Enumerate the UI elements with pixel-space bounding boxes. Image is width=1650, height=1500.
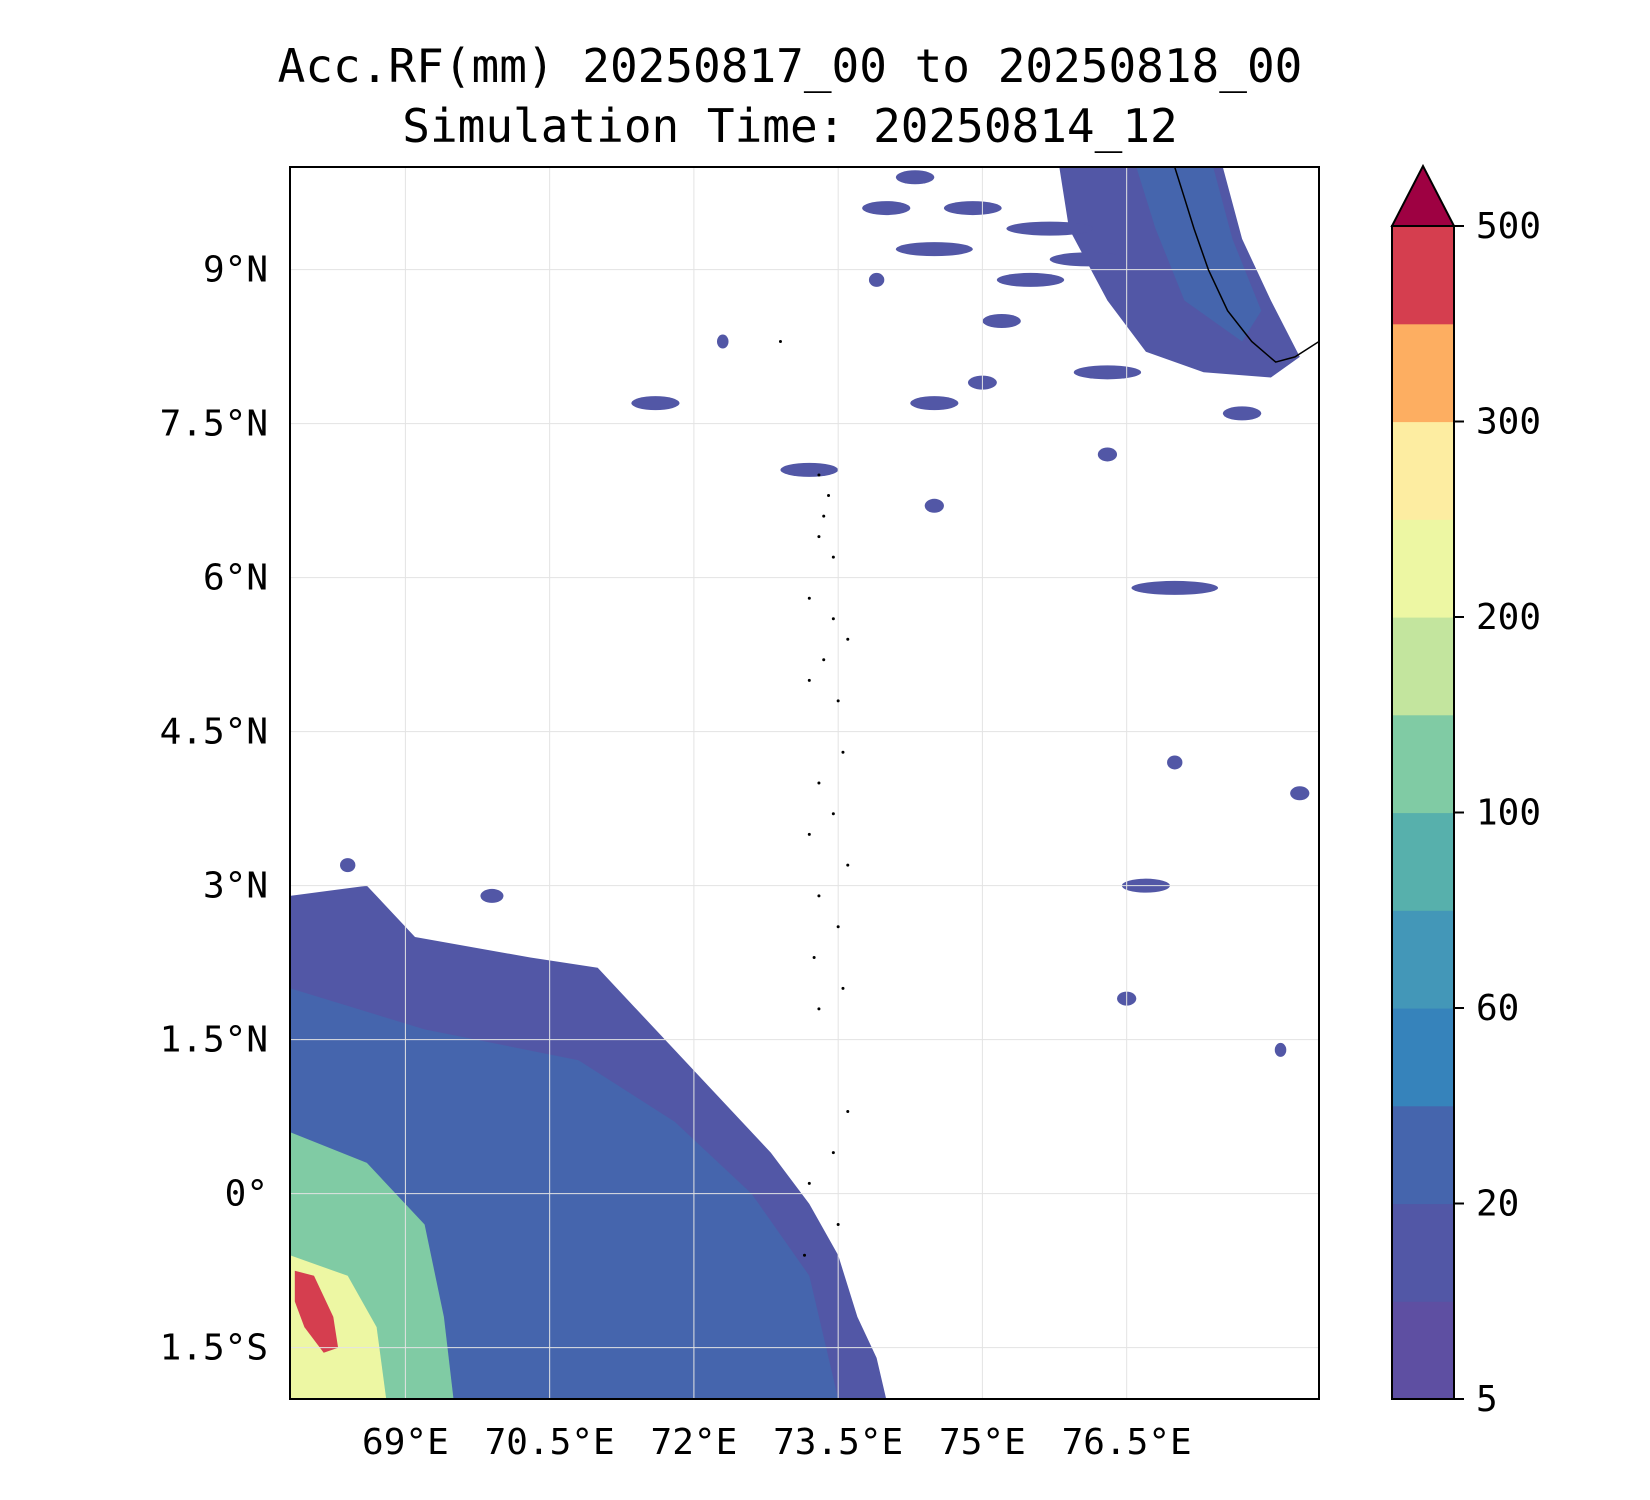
island-dot bbox=[836, 699, 840, 703]
rain-cell bbox=[924, 498, 944, 513]
island-dot bbox=[831, 812, 835, 816]
latitude-tick-label: 9°N bbox=[203, 250, 268, 291]
rain-cell bbox=[996, 272, 1065, 287]
island-dot bbox=[817, 1007, 821, 1011]
map-plot-area bbox=[290, 167, 1319, 1399]
island-dot bbox=[846, 863, 850, 867]
colorbar-tick-label: 100 bbox=[1476, 793, 1541, 834]
rain-cell bbox=[868, 272, 885, 287]
colorbar-segment bbox=[1392, 1008, 1454, 1107]
island-dot bbox=[807, 678, 811, 682]
longitude-tick-label: 75°E bbox=[939, 1422, 1026, 1463]
colorbar-tick-label: 60 bbox=[1476, 988, 1519, 1029]
latitude-ticks: 9°N 7.5°N 6°N 4.5°N 3°N 1.5°N 0° 1.5°S bbox=[160, 250, 268, 1369]
island-dot bbox=[836, 925, 840, 929]
colorbar-segment bbox=[1392, 226, 1454, 325]
rainfall-layer bbox=[290, 167, 1310, 1399]
island-dot bbox=[831, 555, 835, 559]
rain-cell bbox=[910, 396, 959, 411]
island-dot bbox=[807, 596, 811, 600]
longitude-ticks: 69°E 70.5°E 72°E 73.5°E 75°E 76.5°E bbox=[362, 1422, 1192, 1463]
island-dot bbox=[822, 658, 826, 662]
rain-cell bbox=[1006, 221, 1094, 236]
rain-cell bbox=[1049, 252, 1127, 267]
latitude-tick-label: 1.5°S bbox=[160, 1328, 268, 1369]
colorbar-segment bbox=[1392, 519, 1454, 618]
colorbar-segment bbox=[1392, 617, 1454, 716]
latitude-tick-label: 0° bbox=[225, 1174, 268, 1215]
rain-cell bbox=[1290, 786, 1310, 801]
colorbar-tick-label: 300 bbox=[1476, 402, 1541, 443]
colorbar: 5 20 60 100 200 300 500 bbox=[1390, 163, 1541, 1420]
island-dot bbox=[817, 535, 821, 539]
island-dot bbox=[846, 1110, 850, 1114]
rain-region-northeast-inner bbox=[1136, 167, 1262, 342]
rain-cell bbox=[1274, 1042, 1287, 1057]
rain-region-extreme bbox=[294, 1270, 339, 1353]
map-title-line-1: Acc.RF(mm) 20250817_00 to 20250818_00 bbox=[277, 39, 1303, 93]
colorbar-tick-label: 5 bbox=[1476, 1379, 1498, 1420]
colorbar-tick-label: 500 bbox=[1476, 206, 1541, 247]
coastline-layer bbox=[778, 167, 1319, 1257]
island-dot bbox=[812, 956, 816, 960]
colorbar-segment bbox=[1392, 421, 1454, 520]
colorbar-segment bbox=[1392, 714, 1454, 814]
rain-cell bbox=[480, 888, 504, 903]
island-dot bbox=[836, 1222, 840, 1226]
island-dot bbox=[827, 494, 831, 498]
island-dot bbox=[817, 781, 821, 785]
island-dot bbox=[817, 894, 821, 898]
rain-cell bbox=[780, 462, 839, 477]
rain-cell bbox=[1097, 447, 1118, 462]
island-dot bbox=[841, 750, 845, 754]
rain-cell bbox=[895, 170, 935, 185]
map-title-line-2: Simulation Time: 20250814_12 bbox=[402, 99, 1178, 153]
island-dot bbox=[807, 832, 811, 836]
colorbar-tick-label: 200 bbox=[1476, 597, 1541, 638]
colorbar-segment bbox=[1392, 910, 1454, 1009]
coastline bbox=[1173, 167, 1319, 363]
rain-cell bbox=[1131, 580, 1219, 595]
longitude-tick-label: 73.5°E bbox=[773, 1422, 903, 1463]
longitude-tick-label: 76.5°E bbox=[1062, 1422, 1192, 1463]
island-dot bbox=[831, 1151, 835, 1155]
rain-cell bbox=[1222, 406, 1262, 421]
island-dot bbox=[778, 340, 782, 344]
island-dot bbox=[831, 617, 835, 621]
rain-cell bbox=[943, 201, 1002, 216]
rain-cell bbox=[340, 858, 356, 873]
colorbar-segment bbox=[1392, 323, 1454, 423]
colorbar-segment bbox=[1392, 1105, 1454, 1205]
colorbar-segment bbox=[1392, 812, 1454, 911]
gridlines bbox=[290, 167, 1319, 1399]
rain-cell bbox=[716, 334, 729, 349]
map-frame bbox=[289, 166, 1320, 1400]
rain-cell bbox=[631, 396, 680, 411]
island-dot bbox=[822, 514, 826, 518]
colorbar-segment bbox=[1392, 1301, 1454, 1400]
rain-cell bbox=[862, 201, 911, 216]
latitude-tick-label: 1.5°N bbox=[160, 1020, 268, 1061]
rain-cell bbox=[895, 242, 973, 257]
latitude-tick-label: 4.5°N bbox=[160, 712, 268, 753]
longitude-tick-label: 69°E bbox=[362, 1422, 449, 1463]
island-dot bbox=[841, 986, 845, 990]
latitude-tick-label: 3°N bbox=[203, 866, 268, 907]
latitude-tick-label: 7.5°N bbox=[160, 404, 268, 445]
island-dot bbox=[803, 1253, 806, 1257]
colorbar-tick-label: 20 bbox=[1476, 1184, 1519, 1225]
colorbar-extend-arrow bbox=[1390, 163, 1456, 227]
longitude-tick-label: 72°E bbox=[651, 1422, 738, 1463]
colorbar-segment bbox=[1392, 1203, 1454, 1302]
longitude-tick-label: 70.5°E bbox=[485, 1422, 615, 1463]
rain-cell bbox=[1073, 365, 1142, 380]
island-dot bbox=[846, 637, 850, 641]
latitude-tick-label: 6°N bbox=[203, 558, 268, 599]
island-dot bbox=[817, 473, 821, 477]
rain-cell bbox=[1167, 755, 1183, 770]
rain-cell bbox=[982, 314, 1021, 328]
island-dot bbox=[807, 1181, 811, 1185]
